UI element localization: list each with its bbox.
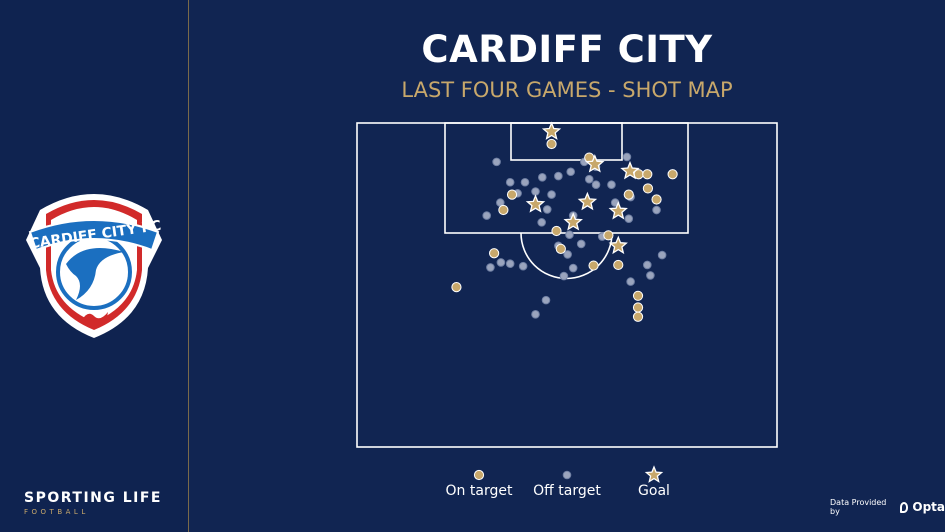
off-target-marker (559, 271, 569, 281)
off-target-marker (531, 310, 540, 319)
brand-subtitle: FOOTBALL (24, 508, 89, 516)
off-target-marker (624, 214, 634, 223)
off-target-marker (566, 167, 576, 177)
brand-name: SPORTING LIFE (24, 490, 162, 506)
page-subtitle: LAST FOUR GAMES - SHOT MAP (401, 78, 733, 102)
on-target-marker (642, 183, 654, 194)
club-crest (26, 194, 162, 338)
off-target-marker (565, 230, 574, 240)
off-target-marker (541, 295, 551, 305)
off-target-marker (576, 239, 586, 249)
off-target-marker (591, 180, 601, 190)
on-target-marker (506, 189, 518, 200)
on-target-marker (546, 138, 557, 150)
off-target-marker (547, 190, 556, 199)
off-target-marker (505, 259, 515, 269)
on-target-marker (632, 290, 644, 301)
on-target-marker (651, 194, 662, 205)
off-target-marker (568, 263, 578, 273)
provider-label: Data Provided by (830, 498, 887, 516)
on-target-marker (555, 243, 566, 254)
goal-marker (585, 154, 605, 173)
off-target-marker (626, 277, 635, 286)
legend-markers (473, 465, 664, 483)
main-panel (189, 0, 945, 532)
on-target-marker (451, 282, 462, 293)
off-target-marker (496, 258, 506, 267)
legend-label-on-target: On target (445, 483, 513, 499)
off-target-marker (563, 250, 572, 259)
off-target-marker (537, 218, 546, 227)
provider-name: Opta (912, 500, 945, 514)
off-target-marker (652, 205, 661, 215)
legend-on-target-marker (473, 469, 485, 481)
goal-marker (608, 201, 628, 220)
legend-label-goal: Goal (638, 483, 670, 499)
legend-off-target-marker (562, 470, 572, 480)
opta-icon (899, 501, 909, 513)
off-target-marker (531, 187, 540, 196)
on-target-marker (632, 311, 644, 322)
on-target-marker (632, 302, 644, 313)
off-target-marker (584, 174, 594, 184)
legend-label-off-target: Off target (533, 483, 601, 499)
off-target-marker (542, 205, 552, 214)
page-title: CARDIFF CITY (421, 28, 713, 71)
goal-marker (525, 194, 546, 213)
off-target-marker (537, 173, 547, 182)
on-target-marker (498, 204, 509, 216)
on-target-marker (642, 169, 653, 180)
goal-marker (541, 121, 562, 140)
off-target-marker (646, 271, 655, 280)
on-target-marker (667, 169, 678, 180)
off-target-marker (622, 152, 632, 162)
on-target-marker (588, 260, 599, 271)
legend-goal-marker (644, 465, 664, 483)
off-target-marker (520, 177, 530, 187)
off-target-marker (505, 177, 515, 187)
on-target-marker (551, 225, 562, 237)
on-target-marker (623, 189, 634, 200)
off-target-marker (518, 261, 528, 271)
shot-markers (451, 121, 678, 322)
off-target-marker (642, 260, 652, 270)
off-target-marker (482, 211, 492, 220)
goal-marker (563, 212, 583, 231)
goal-marker (608, 235, 628, 255)
on-target-marker (603, 230, 614, 241)
goal-marker (620, 160, 640, 180)
data-provider: Data Provided by Opta (830, 498, 945, 516)
on-target-marker (613, 259, 624, 271)
on-target-marker (489, 248, 500, 259)
off-target-marker (492, 157, 501, 167)
off-target-marker (554, 171, 563, 181)
off-target-marker (657, 250, 667, 260)
off-target-marker (486, 263, 495, 272)
goal-marker (577, 191, 598, 211)
off-target-marker (607, 180, 616, 190)
